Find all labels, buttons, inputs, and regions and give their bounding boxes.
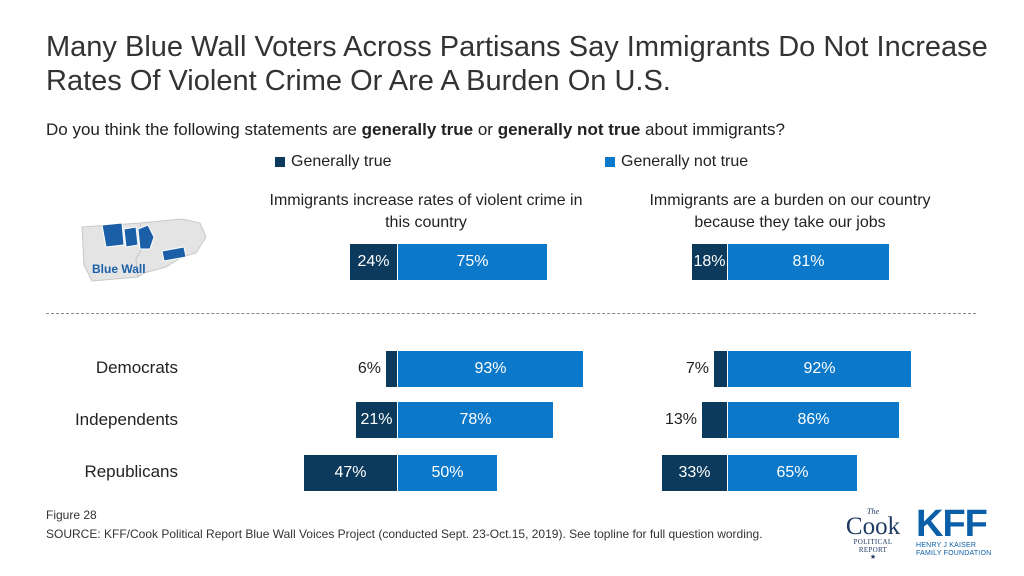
bar-generally-not-true-p1-r4: 50% [397, 455, 497, 491]
legend-label-true: Generally true [291, 153, 392, 170]
row-label-republicans: Republicans [84, 462, 178, 481]
bar-generally-true-p1-r4: 47% [303, 455, 397, 491]
cook-political-report-logo: The Cook POLITICAL REPORT ★ [845, 507, 901, 562]
bar-generally-true-p2-r4: 33% [661, 455, 727, 491]
blue-wall-map: Blue Wall [81, 218, 207, 282]
bar-generally-not-true-p2-r3: 86% [727, 402, 899, 438]
question-text: Do you think the following statements ar… [46, 120, 785, 139]
panel-title-violent-crime: Immigrants increase rates of violent cri… [269, 192, 583, 231]
source-note: SOURCE: KFF/Cook Political Report Blue W… [46, 527, 763, 541]
bar-generally-not-true-p2-r2: 92% [727, 351, 911, 387]
bar-generally-true-p2-r2 [713, 351, 727, 387]
label-generally-true-p2-r3: 13% [664, 411, 697, 428]
legend-label-not-true: Generally not true [621, 153, 749, 170]
bar-generally-true-p2-r1: 18% [691, 244, 727, 280]
bar-generally-true-p1-r3: 21% [355, 402, 397, 438]
bar-generally-not-true-p1-r3: 78% [397, 402, 553, 438]
row-label-democrats: Democrats [95, 358, 178, 377]
label-generally-true-p1-r2: 6% [357, 360, 381, 377]
chart-title: Many Blue Wall Voters Across Partisans S… [46, 31, 988, 97]
map-label: Blue Wall [92, 262, 146, 276]
bar-generally-not-true-p2-r4: 65% [727, 455, 857, 491]
row-label-independents: Independents [74, 410, 178, 429]
kff-logo: KFF HENRY J KAISER FAMILY FOUNDATION [916, 503, 992, 557]
bar-generally-true-p2-r3 [701, 402, 727, 438]
bar-generally-not-true-p2-r1: 81% [727, 244, 889, 280]
bar-generally-true-p1-r1: 24% [349, 244, 397, 280]
panel-title-burden: Immigrants are a burden on our country b… [649, 192, 931, 231]
label-generally-true-p2-r2: 7% [685, 360, 709, 377]
legend-item-generally-not-true: Generally not true [605, 153, 748, 171]
bar-generally-not-true-p1-r1: 75% [397, 244, 547, 280]
legend-item-generally-true: Generally true [275, 153, 392, 171]
section-divider [46, 313, 976, 314]
legend-swatch-not-true [605, 157, 615, 167]
legend-swatch-true [275, 157, 285, 167]
figure-number: Figure 28 [46, 508, 97, 522]
bar-generally-true-p1-r2 [385, 351, 397, 387]
bar-generally-not-true-p1-r2: 93% [397, 351, 583, 387]
